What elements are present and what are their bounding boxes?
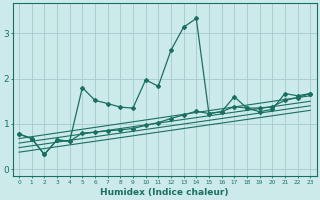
X-axis label: Humidex (Indice chaleur): Humidex (Indice chaleur) (100, 188, 229, 197)
